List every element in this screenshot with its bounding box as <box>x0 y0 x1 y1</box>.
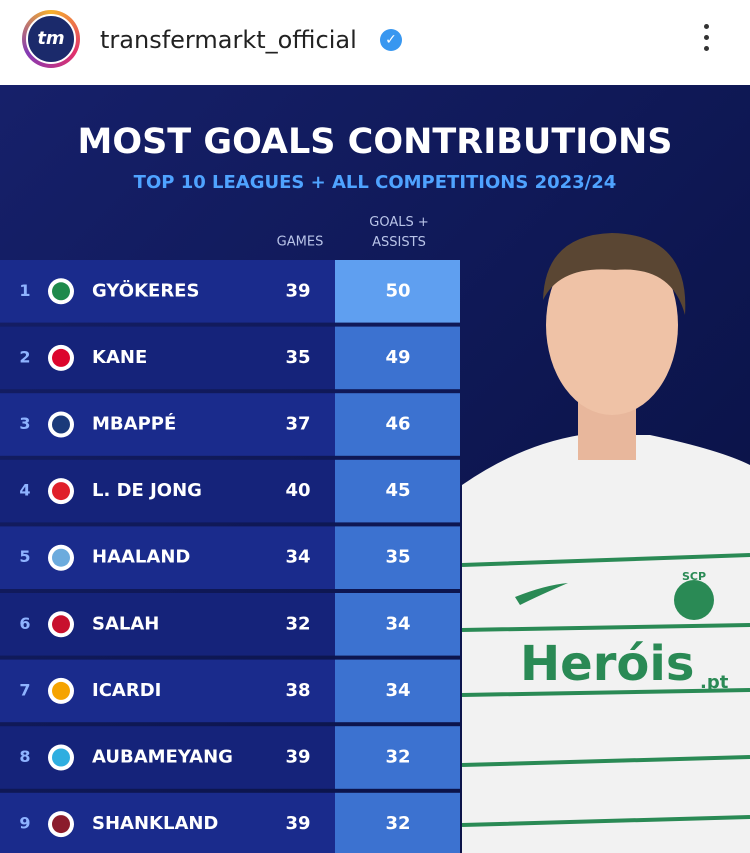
rank: 8 <box>19 747 30 766</box>
games: 38 <box>285 680 310 701</box>
sponsor-suffix: .pt <box>700 672 729 693</box>
shirt <box>462 435 750 853</box>
rank: 4 <box>19 481 30 500</box>
username[interactable]: transfermarkt_official <box>100 26 357 54</box>
graphic: MOST GOALS CONTRIBUTIONS TOP 10 LEAGUES … <box>0 85 750 853</box>
goals-cell <box>335 593 460 656</box>
goals-cell <box>335 459 460 523</box>
goals-assists: 34 <box>385 680 410 701</box>
goals-cell <box>335 526 460 589</box>
club-logo-inner <box>52 748 70 767</box>
rank: 2 <box>19 347 30 366</box>
goals-assists: 35 <box>385 547 410 568</box>
goals-assists: 34 <box>385 613 410 634</box>
subtitle: TOP 10 LEAGUES + ALL COMPETITIONS 2023/2… <box>134 172 617 193</box>
table: 1 GYÖKERES 39 50 2 KANE 35 49 3 MBAPPÉ 37 46 4 L. DE … <box>0 260 460 853</box>
club-logo-inner <box>52 282 70 301</box>
goals-cell <box>335 659 460 723</box>
goals-assists: 49 <box>385 347 410 368</box>
crest-text: SCP <box>682 570 706 583</box>
column-header: GAMES <box>277 235 324 250</box>
player-name: L. DE JONG <box>92 480 202 501</box>
games: 37 <box>285 414 310 435</box>
verified-badge: ✓ <box>380 29 402 51</box>
player-photo: SCP Heróis .pt <box>461 233 750 853</box>
more-button[interactable] <box>704 24 709 57</box>
club-logo-inner <box>52 815 70 834</box>
column-header: GOALS + ASSISTS <box>369 215 429 250</box>
goals-assists: 32 <box>385 813 410 834</box>
rank: 5 <box>19 547 30 566</box>
title: MOST GOALS CONTRIBUTIONS <box>78 122 673 162</box>
club-logo-inner <box>52 681 70 700</box>
club-logo-inner <box>52 615 70 634</box>
games: 39 <box>285 280 310 301</box>
games: 39 <box>285 813 310 834</box>
player-name: SALAH <box>92 613 159 634</box>
games: 34 <box>285 547 310 568</box>
column-header-wrap: GOALS + ASSISTS <box>369 215 429 250</box>
player-name: MBAPPÉ <box>92 413 176 435</box>
hair <box>543 233 686 315</box>
club-logo-inner <box>52 482 70 501</box>
sponsor: Heróis <box>520 636 694 692</box>
goals-cell <box>335 326 460 390</box>
goals-assists: 45 <box>385 480 410 501</box>
avatar[interactable]: tm <box>22 10 80 68</box>
goals-cell <box>335 393 460 456</box>
player-name: KANE <box>92 347 147 368</box>
rank: 6 <box>19 614 30 633</box>
rank: 1 <box>19 281 30 300</box>
player-name: SHANKLAND <box>92 813 218 834</box>
goals-assists: 46 <box>385 414 410 435</box>
goals-cell <box>335 792 460 853</box>
face <box>546 235 678 415</box>
club-logo-inner <box>52 548 70 567</box>
player-name: AUBAMEYANG <box>92 747 233 768</box>
games: 40 <box>285 480 310 501</box>
club-logo-inner <box>52 415 70 434</box>
player-name: HAALAND <box>92 547 190 568</box>
goals-cell <box>335 260 460 323</box>
shirt-stripes <box>461 553 750 827</box>
player-name: ICARDI <box>92 680 161 701</box>
post-header: tm transfermarkt_official ✓ <box>0 0 750 85</box>
games: 32 <box>285 613 310 634</box>
goals-assists: 50 <box>385 280 410 301</box>
player-name: GYÖKERES <box>92 279 199 301</box>
swoosh <box>515 583 568 605</box>
goals-assists: 32 <box>385 747 410 768</box>
rank: 9 <box>19 814 30 833</box>
club-crest <box>674 580 714 620</box>
games: 39 <box>285 747 310 768</box>
avatar-text: tm <box>26 14 76 64</box>
rank: 3 <box>19 414 30 433</box>
rank: 7 <box>19 680 30 699</box>
games: 35 <box>285 347 310 368</box>
club-logo-inner <box>52 348 70 367</box>
goals-cell <box>335 726 460 789</box>
